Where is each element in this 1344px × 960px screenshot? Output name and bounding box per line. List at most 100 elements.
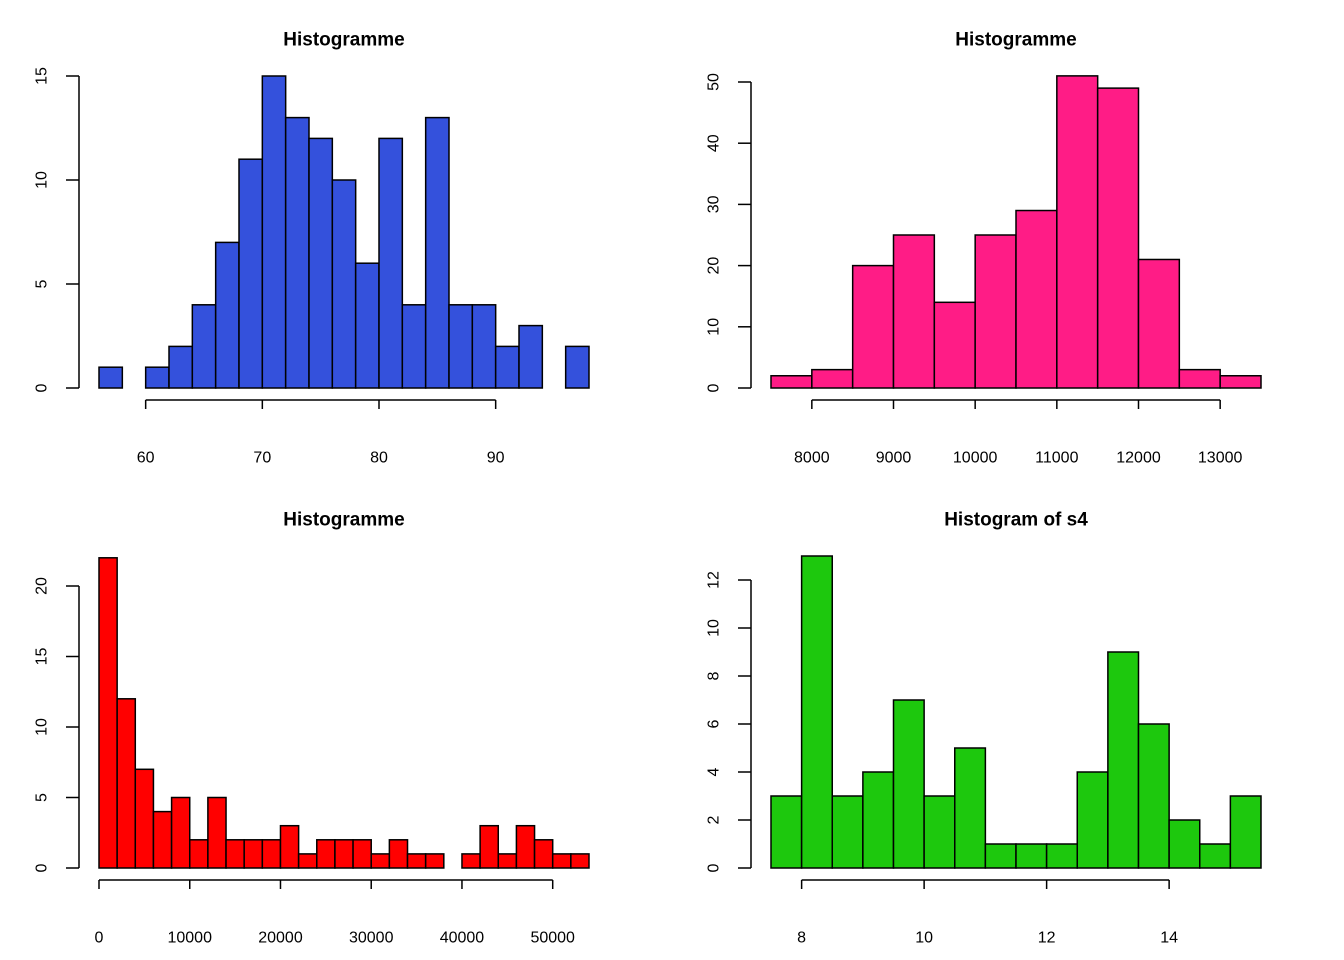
histogram-bar <box>1137 258 1181 389</box>
x-tick-label: 0 <box>95 930 104 947</box>
histogram-bar <box>424 116 450 389</box>
histogram-bar <box>564 345 590 389</box>
histogram-bar <box>352 839 372 869</box>
x-tick-label: 80 <box>370 450 388 467</box>
x-tick-label: 60 <box>137 450 155 467</box>
chart-title: Histogramme <box>283 30 404 51</box>
histogram-bar <box>191 304 217 389</box>
histogram-bar <box>448 304 474 389</box>
y-tick-label: 10 <box>706 619 723 637</box>
x-tick-label: 8 <box>797 930 806 947</box>
y-tick-label: 0 <box>706 863 723 872</box>
x-tick-label: 10 <box>915 930 933 947</box>
y-tick-label: 2 <box>706 815 723 824</box>
y-tick-label: 10 <box>34 171 51 189</box>
histogram-bar <box>770 375 813 389</box>
histogram-bar <box>134 768 155 869</box>
histogram-bar <box>1199 843 1232 869</box>
histogram-bar <box>261 839 282 869</box>
histogram-bar <box>1107 651 1140 869</box>
chart-title: Histogramme <box>955 30 1076 51</box>
histogram-panel: Histogramme 8000 9000 10000 11000 12000 13000 0… <box>706 30 1262 467</box>
histogram-bar <box>1045 843 1078 869</box>
x-tick-label: 12 <box>1038 930 1056 947</box>
y-tick-label: 4 <box>706 767 723 776</box>
y-tick-label: 0 <box>34 863 51 872</box>
y-tick-label: 20 <box>706 257 723 275</box>
histogram-bar <box>243 839 264 869</box>
y-tick-label: 5 <box>34 279 51 288</box>
histogram-bar <box>308 137 334 389</box>
x-tick-label: 10000 <box>167 930 212 947</box>
x-tick-label: 90 <box>487 450 505 467</box>
histogram-bar <box>316 839 336 869</box>
histogram-bar <box>284 116 310 389</box>
y-tick-label: 12 <box>706 571 723 589</box>
x-tick-label: 14 <box>1160 930 1178 947</box>
histogram-bar <box>497 853 518 869</box>
y-tick-label: 10 <box>706 318 723 336</box>
histogram-bar <box>471 304 497 389</box>
histogram-bar <box>1096 87 1140 389</box>
histogram-panel: Histogramme 60 70 80 90 0 5 10 15 <box>34 30 590 467</box>
histogram-bar <box>518 324 544 389</box>
y-tick-label: 40 <box>706 134 723 152</box>
y-tick-label: 10 <box>34 718 51 736</box>
histogram-bar <box>331 179 357 389</box>
histogram-bar <box>354 262 380 389</box>
histogram-bar <box>188 839 209 869</box>
y-tick-label: 0 <box>706 383 723 392</box>
histogram-bar <box>1168 819 1201 869</box>
histogram-bar <box>238 158 264 389</box>
histogram-bar <box>1178 368 1221 389</box>
histogram-bar <box>551 853 572 869</box>
y-tick-label: 20 <box>34 577 51 595</box>
histogram-bar <box>984 843 1017 869</box>
y-tick-label: 6 <box>706 719 723 728</box>
histogram-bar <box>811 368 854 389</box>
histogram-bar <box>933 301 976 389</box>
histogram-bar <box>406 853 427 869</box>
histogram-bar <box>207 796 227 869</box>
y-tick-label: 15 <box>34 67 51 85</box>
histogram-bar <box>461 853 481 869</box>
histogram-bar <box>494 345 520 389</box>
histogram-bar <box>378 137 404 389</box>
histogram-bar <box>98 557 118 869</box>
y-tick-label: 30 <box>706 195 723 213</box>
x-tick-label: 8000 <box>794 450 830 467</box>
histogram-bar <box>892 699 925 869</box>
histogram-bar <box>98 366 124 389</box>
chart-title: Histogram of s4 <box>944 510 1088 531</box>
histogram-bar <box>261 75 287 389</box>
histogram-bar <box>862 771 895 869</box>
histogram-bar <box>370 853 391 869</box>
histogram-bar <box>279 824 300 869</box>
x-tick-label: 12000 <box>1116 450 1161 467</box>
histogram-bar <box>225 839 245 869</box>
histogram-bar <box>116 698 137 869</box>
histogram-bar <box>1076 771 1109 869</box>
histogram-bar <box>334 839 354 869</box>
histogram-bar <box>152 810 173 869</box>
histogram-bar <box>1219 375 1262 389</box>
histogram-bar <box>214 241 240 389</box>
histogram-bar <box>923 795 956 869</box>
histogram-bar <box>851 264 895 389</box>
x-tick-label: 10000 <box>953 450 998 467</box>
histogram-bar <box>479 824 500 869</box>
histogram-bar <box>770 795 803 869</box>
histogram-bar <box>800 555 833 869</box>
x-tick-label: 30000 <box>349 930 394 947</box>
x-tick-label: 40000 <box>440 930 485 947</box>
x-tick-label: 20000 <box>258 930 303 947</box>
histogram-panel: Histogramme 0 10000 20000 30000 40000 50000 0 5 1… <box>34 510 590 947</box>
histogram-bar <box>515 824 536 869</box>
histogram-bar <box>533 839 554 869</box>
x-tick-label: 50000 <box>530 930 575 947</box>
x-tick-label: 11000 <box>1035 450 1078 467</box>
y-tick-label: 50 <box>706 73 723 91</box>
histogram-bar <box>170 796 191 869</box>
